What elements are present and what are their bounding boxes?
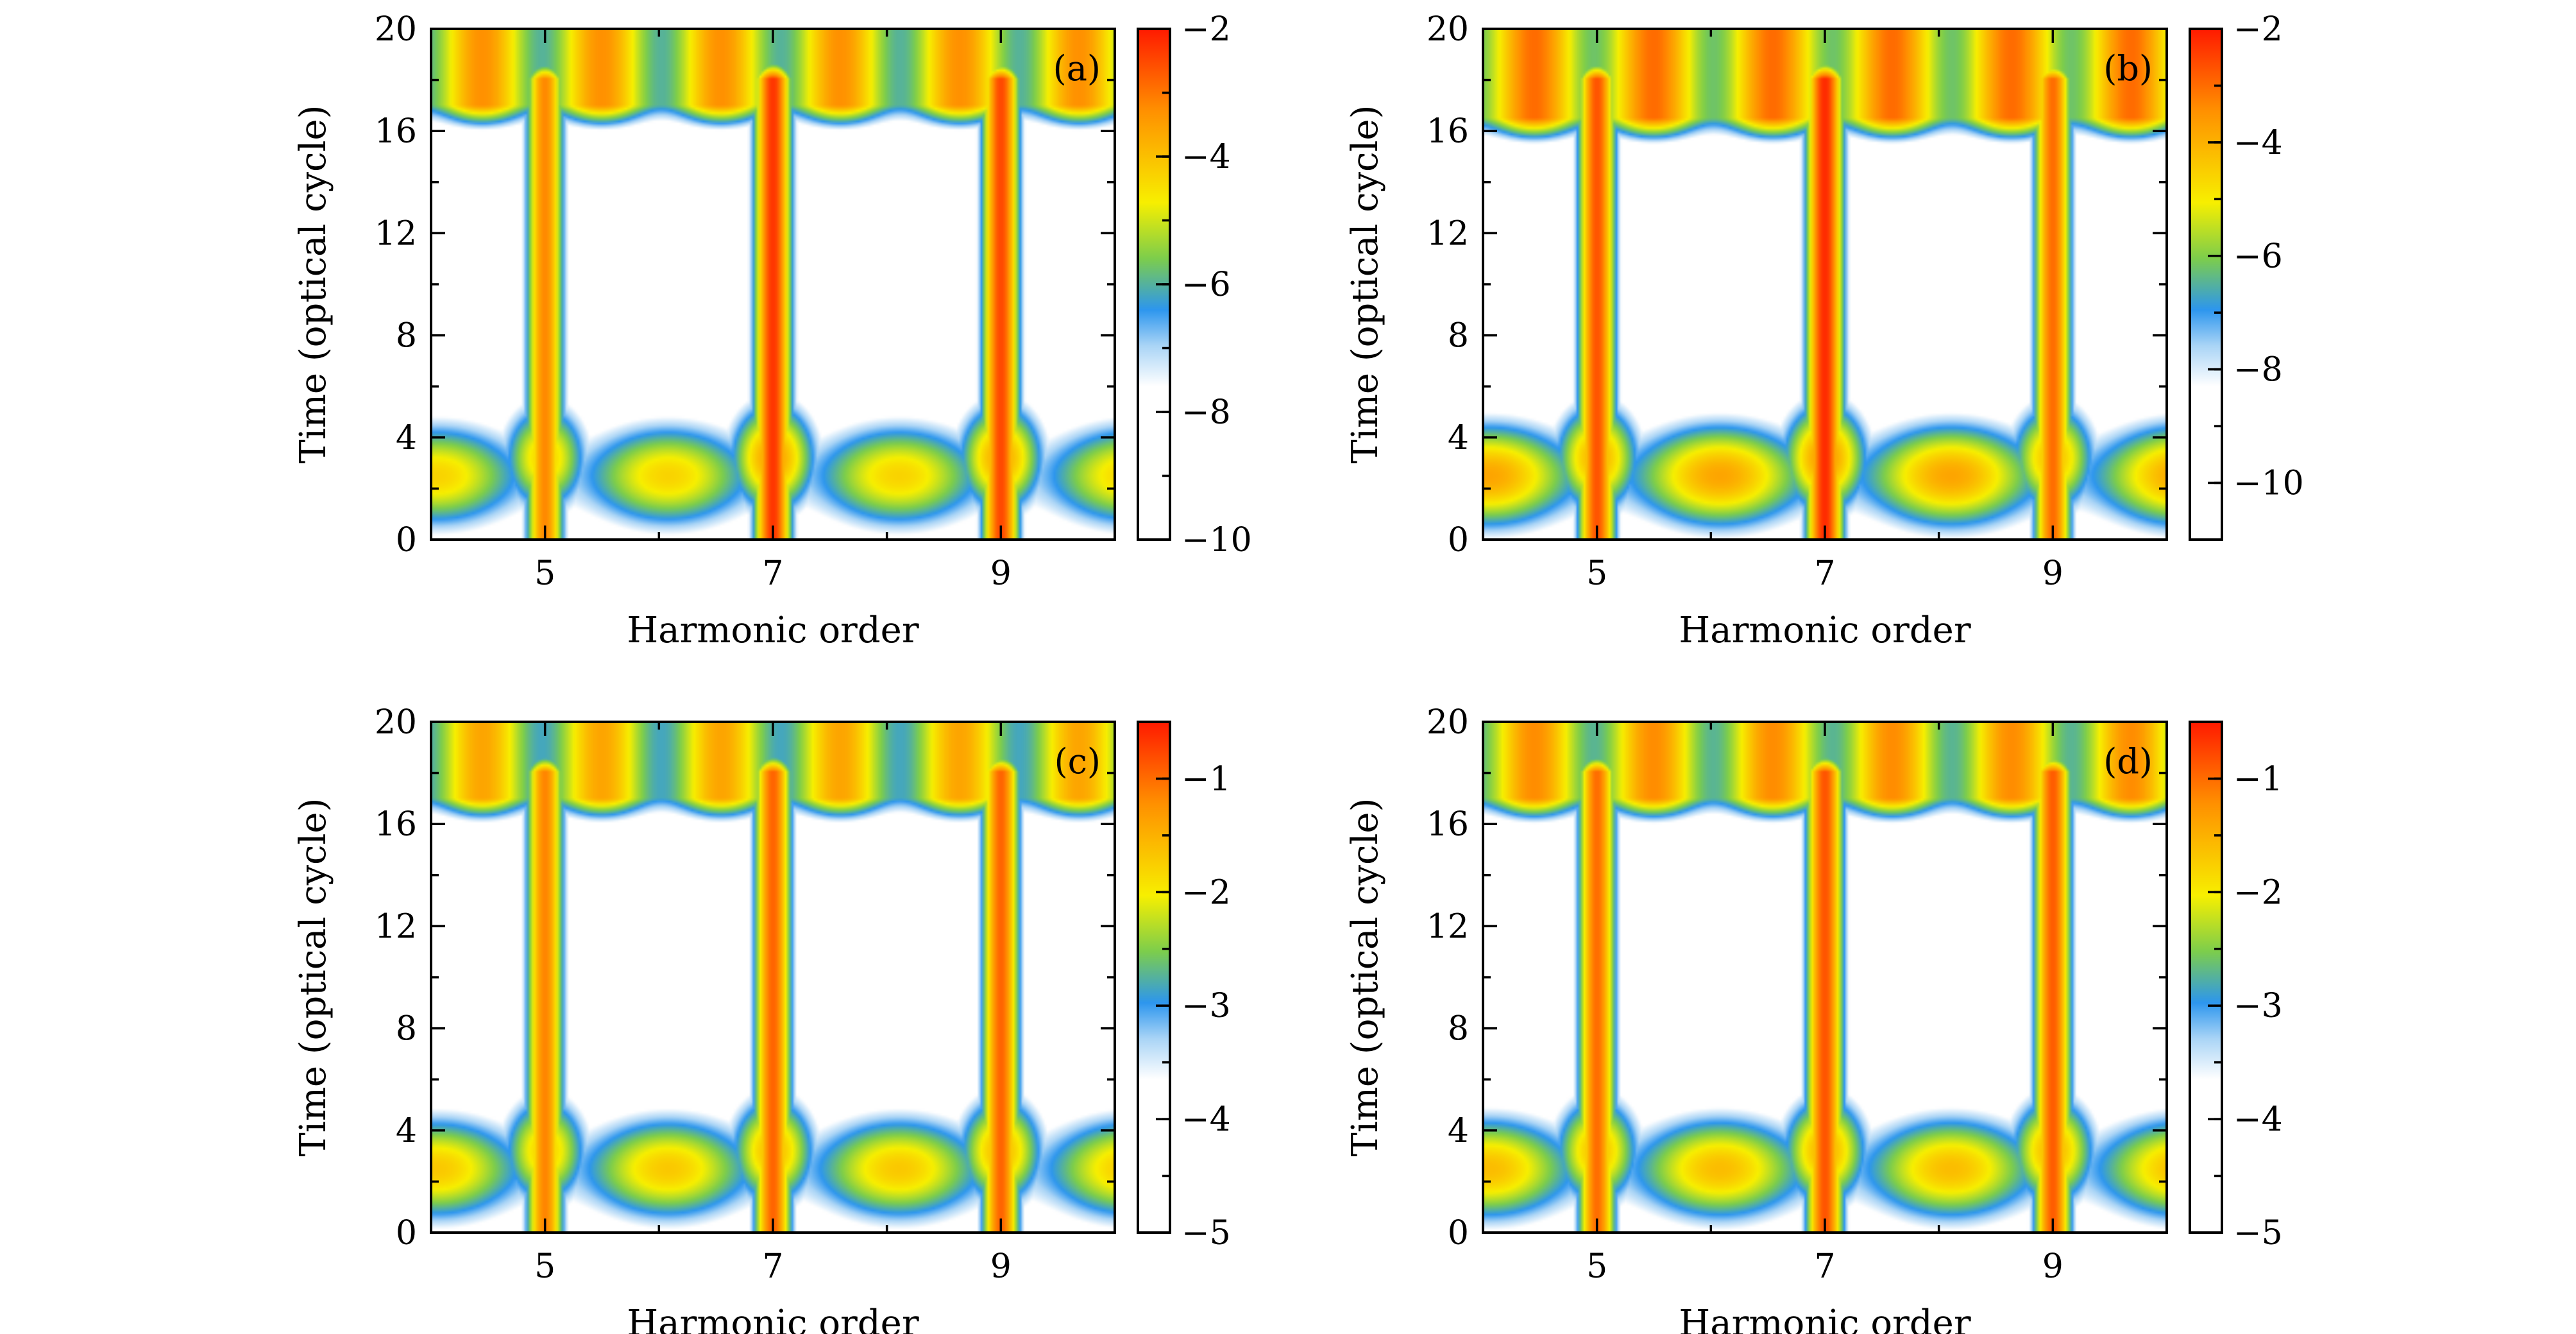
y-tick-label: 8 (1448, 1010, 1469, 1048)
y-axis-title: Time (optical cycle) (292, 798, 334, 1157)
panel-4: 5 7 9 0 4 8 12 16 20 Harmonic order Time (optical … (1344, 703, 2283, 1334)
colorbar-tick-label: −1 (2233, 760, 2283, 798)
heatmap-image (1483, 29, 2167, 540)
colorbar-tick-label: −6 (1182, 266, 1231, 304)
x-tick-label: 5 (534, 554, 555, 593)
colorbar-tick-label: −4 (2233, 1100, 2283, 1139)
colorbar-tick-label: −2 (2233, 873, 2283, 912)
colorbar-tick-label: −2 (2233, 10, 2283, 49)
panel-label: (a) (1053, 48, 1101, 89)
colorbar-tick-label: −10 (1182, 521, 1252, 560)
colorbar-tick-label: −3 (2233, 987, 2283, 1025)
y-tick-label: 20 (375, 10, 417, 49)
x-tick-label: 7 (1814, 1247, 1835, 1286)
colorbar-tick-label: −5 (2233, 1214, 2283, 1253)
y-tick-label: 4 (396, 419, 417, 457)
heatmap-image (431, 29, 1115, 540)
colorbar-tick-label: −1 (1182, 760, 1231, 798)
y-tick-label: 20 (1427, 703, 1469, 742)
y-tick-label: 12 (375, 907, 417, 946)
x-axis-title: Harmonic order (1679, 610, 1970, 651)
y-axis-title: Time (optical cycle) (292, 105, 334, 464)
x-tick-label: 9 (990, 1247, 1012, 1286)
colorbar-frame (2189, 28, 2223, 541)
panel-2: 5 7 9 0 4 8 12 16 20 Harmonic order Time (optical … (1344, 10, 2304, 651)
panel-3: 5 7 9 0 4 8 12 16 20 Harmonic order Time (optical … (292, 703, 1231, 1334)
y-tick-label: 8 (1448, 317, 1469, 355)
x-axis-title: Harmonic order (627, 1303, 919, 1334)
colorbar-tick-label: −4 (2233, 124, 2283, 162)
x-tick-label: 5 (1586, 1247, 1607, 1286)
x-tick-label: 7 (762, 554, 783, 593)
y-tick-label: 0 (396, 521, 417, 560)
y-tick-label: 4 (396, 1112, 417, 1150)
y-tick-label: 20 (375, 703, 417, 742)
colorbar-tick-label: −3 (1182, 987, 1231, 1025)
y-tick-label: 0 (396, 1214, 417, 1253)
x-tick-label: 5 (534, 1247, 555, 1286)
colorbar (1138, 722, 1170, 1233)
y-tick-label: 16 (375, 112, 417, 151)
y-axis-title: Time (optical cycle) (1344, 105, 1386, 464)
panel-label: (c) (1055, 741, 1101, 782)
y-tick-label: 0 (1448, 1214, 1469, 1253)
y-tick-label: 12 (375, 214, 417, 253)
y-tick-label: 8 (396, 317, 417, 355)
y-tick-label: 16 (375, 805, 417, 844)
panel-label: (b) (2103, 48, 2153, 89)
y-tick-label: 0 (1448, 521, 1469, 560)
y-tick-label: 16 (1427, 805, 1469, 844)
colorbar-tick-label: −10 (2233, 465, 2304, 503)
colorbar-tick-label: −5 (1182, 1214, 1231, 1253)
heatmap-image (1483, 722, 2167, 1233)
colorbar-tick-label: −4 (1182, 138, 1231, 176)
y-tick-label: 4 (1448, 419, 1469, 457)
y-tick-label: 16 (1427, 112, 1469, 151)
colorbar-tick-label: −6 (2233, 237, 2283, 276)
colorbar-tick-label: −2 (1182, 10, 1231, 49)
x-axis-title: Harmonic order (627, 610, 919, 651)
heatmap-image (431, 722, 1115, 1233)
y-tick-label: 4 (1448, 1112, 1469, 1150)
x-tick-label: 7 (1814, 554, 1835, 593)
colorbar-tick-label: −8 (2233, 351, 2283, 389)
y-tick-label: 12 (1427, 907, 1469, 946)
colorbar-tick-label: −8 (1182, 393, 1231, 432)
panel-label: (d) (2103, 741, 2153, 782)
x-tick-label: 9 (2042, 554, 2063, 593)
y-tick-label: 20 (1427, 10, 1469, 49)
colorbar-frame (2189, 721, 2223, 1234)
x-tick-label: 9 (990, 554, 1012, 593)
x-axis-title: Harmonic order (1679, 1303, 1970, 1334)
y-axis-title: Time (optical cycle) (1344, 798, 1386, 1157)
y-tick-label: 12 (1427, 214, 1469, 253)
colorbar-frame (1137, 721, 1171, 1234)
x-tick-label: 9 (2042, 1247, 2063, 1286)
colorbar-tick-label: −4 (1182, 1100, 1231, 1139)
y-tick-label: 8 (396, 1010, 417, 1048)
colorbar (2190, 722, 2222, 1233)
x-tick-label: 5 (1586, 554, 1607, 593)
x-tick-label: 7 (762, 1247, 783, 1286)
panel-1: 5 7 9 0 4 8 12 16 20 Harmonic order Time (optical … (292, 10, 1252, 651)
colorbar-tick-label: −2 (1182, 873, 1231, 912)
colorbar (2190, 29, 2222, 540)
